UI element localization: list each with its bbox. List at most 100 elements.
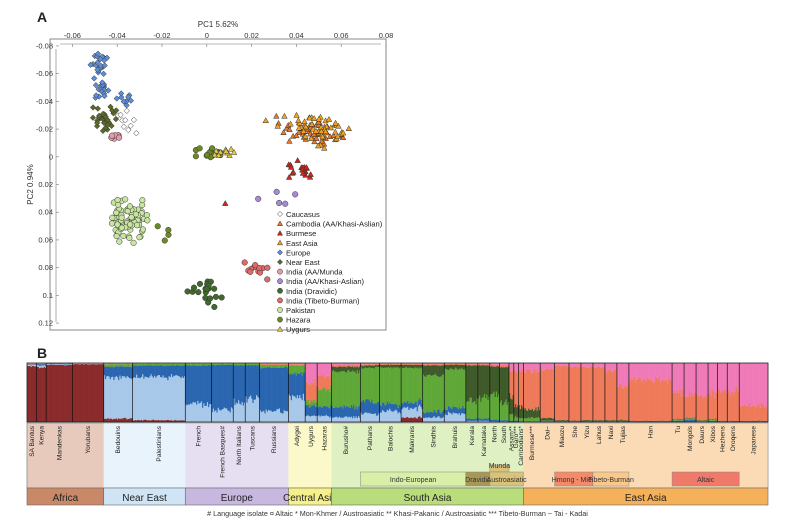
legend-marker-india_aa (277, 279, 282, 284)
population-label: Tuscans (249, 425, 256, 450)
pca-y-tick-label: 0.02 (38, 180, 53, 189)
population-label: French Basques# (219, 426, 226, 478)
pca-point-india_aa (276, 200, 282, 206)
pca-point-india_dravidic (213, 294, 219, 300)
region-label: Central Asia (283, 493, 337, 504)
population-label: Dai~ (544, 426, 551, 440)
sub-band-label: Munda (489, 463, 511, 470)
population-label: Kerala (469, 426, 476, 445)
legend-label-uygurs: Uygurs (286, 325, 310, 334)
pca-point-pakistan (114, 210, 120, 216)
pca-point-india_aa (282, 201, 288, 207)
pca-x-axis-label: PC1 5.62% (198, 20, 238, 29)
pca-point-india_tb (242, 260, 248, 266)
pca-point-india_dravidic (219, 295, 225, 301)
population-label: Mandenkas (56, 425, 63, 460)
pca-x-tick-label: 0.02 (244, 31, 259, 40)
population-label: Hezhens (719, 425, 726, 452)
pca-point-india_tb (252, 262, 258, 268)
legend-label-india_tb: India (Tibeto-Burman) (286, 296, 360, 305)
population-label: Brahuis (452, 425, 459, 448)
legend-label-near_east: Near East (286, 258, 321, 267)
population-label: SA Bantus (29, 425, 36, 456)
pca-point-pakistan (115, 197, 121, 203)
pca-y-axis-label: PC2 0.94% (26, 164, 35, 204)
population-label: French (195, 426, 202, 447)
legend-label-hazara: Hazara (286, 316, 311, 325)
pca-point-pakistan (140, 227, 146, 233)
population-label: Kenya (38, 426, 45, 445)
population-label: Pathans (367, 425, 374, 450)
pca-point-india_dravidic (197, 281, 203, 287)
population-label: Hazaras (321, 425, 328, 450)
pca-point-hazara (162, 238, 168, 244)
pca-y-tick-label: 0.06 (38, 235, 53, 244)
pca-point-pakistan (127, 222, 133, 228)
pca-point-pakistan (110, 215, 116, 221)
pca-point-pakistan (129, 214, 135, 220)
legend-marker-india_tb (277, 298, 282, 303)
legend-label-caucasus: Caucasus (286, 210, 320, 219)
population-label: Cambodians* (518, 426, 525, 466)
sub-band-label: Austroasiatic (487, 477, 528, 484)
pca-point-pakistan (121, 233, 127, 239)
population-label: Burusho# (343, 426, 350, 455)
pca-y-tick-label: 0.1 (43, 291, 53, 300)
population-label: Miaozu (559, 426, 566, 448)
legend-marker-hazara (277, 317, 282, 322)
legend-label-india_munda: India (AA/Munda (286, 268, 343, 277)
population-label: Mongols (687, 425, 694, 451)
population-label: Naxi (608, 425, 615, 439)
pca-point-india_dravidic (185, 289, 191, 295)
region-label: East Asia (625, 493, 667, 504)
legend-label-burmese: Burmese (286, 229, 316, 238)
pca-y-tick-label: -0.08 (36, 41, 53, 50)
population-label: Sindhis (430, 425, 437, 447)
pca-point-hazara (204, 152, 210, 158)
pca-y-tick-label: -0.02 (36, 125, 53, 134)
legend-label-cambodia: Cambodia (AA/Khasi-Aslian) (286, 220, 383, 229)
pca-point-india_munda (109, 133, 115, 139)
population-label: Burmese*** (529, 426, 536, 461)
pca-y-tick-label: 0 (49, 152, 53, 161)
pca-point-india_aa (255, 196, 261, 202)
population-label: Tu (675, 426, 682, 434)
pca-point-india_aa (292, 192, 298, 198)
pca-point-pakistan (137, 234, 143, 240)
pca-y-tick-label: 0.04 (38, 208, 53, 217)
population-label: Bedouins (115, 425, 122, 453)
pca-point-india_aa (274, 189, 280, 195)
population-label: Xibos (710, 425, 717, 442)
region-label: Near East (122, 493, 167, 504)
pca-point-india_tb (265, 265, 271, 271)
population-label: Japanese (751, 426, 758, 455)
pca-x-tick-label: 0.04 (289, 31, 304, 40)
pca-point-pakistan (131, 240, 137, 246)
pca-y-tick-label: -0.04 (36, 97, 53, 106)
population-label: Uygurs (308, 425, 315, 447)
population-label: Palestinians (156, 425, 163, 461)
population-label: North (492, 426, 499, 442)
population-label: Yorubans (85, 425, 92, 453)
pca-point-india_tb (264, 277, 270, 283)
pca-point-pakistan (122, 197, 128, 203)
pca-point-pakistan (119, 225, 125, 231)
panel-b-label: B (37, 345, 47, 361)
pca-point-hazara (166, 227, 172, 233)
population-label: South (501, 426, 508, 444)
pca-x-tick-label: -0.06 (64, 31, 81, 40)
population-label: Lahus (596, 425, 603, 444)
population-label: Adygei (294, 425, 301, 446)
pca-point-pakistan (119, 215, 125, 221)
population-label: Daurs (699, 425, 706, 443)
legend-label-india_dravidic: India (Dravidic) (286, 287, 338, 296)
pca-point-hazara (155, 223, 161, 229)
legend-label-east_asia: East Asia (286, 239, 318, 248)
legend-marker-india_munda (277, 269, 282, 274)
pca-point-pakistan (117, 239, 123, 245)
pca-point-india_dravidic (204, 286, 210, 292)
pca-y-tick-label: -0.06 (36, 69, 53, 78)
population-label: Russians (271, 425, 278, 453)
pca-point-pakistan (109, 221, 115, 227)
